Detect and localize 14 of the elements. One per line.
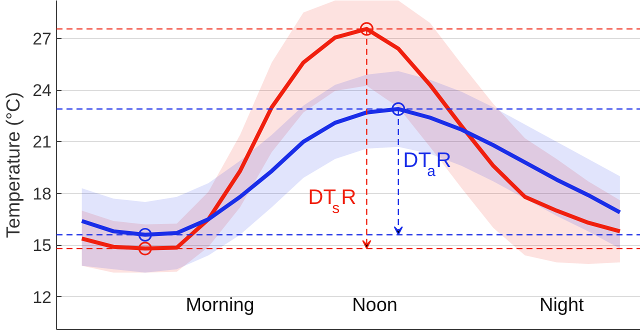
y-tick-label: 15 (32, 236, 52, 256)
point (138, 228, 152, 242)
y-tick-label: 24 (32, 81, 52, 100)
y-tick-label: 27 (32, 29, 52, 48)
annotation: Night (539, 295, 585, 316)
annotation: Noon (352, 295, 398, 316)
y-tick-label: 18 (32, 184, 52, 204)
point (138, 242, 152, 256)
y-axis-title: Temperature (°C) (4, 92, 25, 238)
point (392, 102, 406, 116)
y-tick-label: 12 (32, 288, 52, 307)
y-tick-label: 21 (32, 132, 52, 152)
point (360, 22, 374, 36)
annotation: Morning (186, 295, 254, 316)
